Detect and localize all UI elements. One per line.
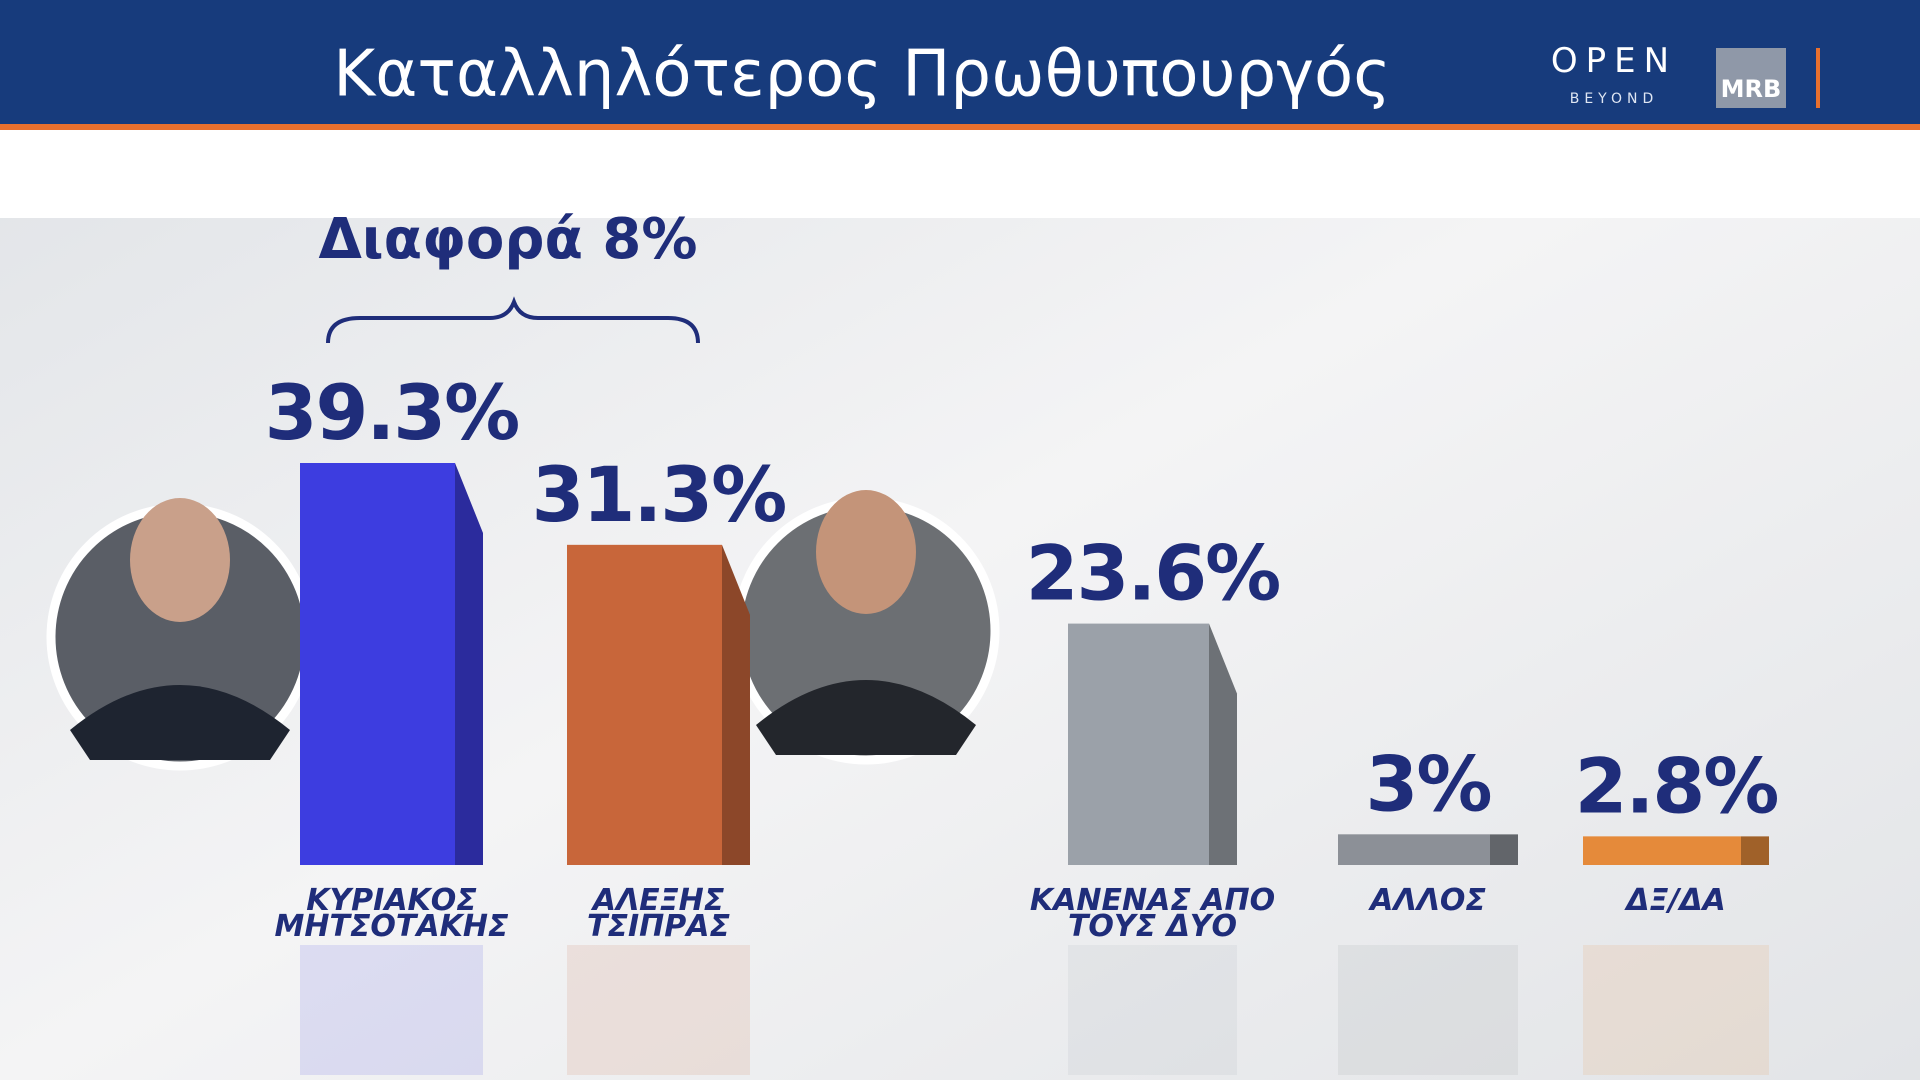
logo2-box — [1716, 48, 1786, 108]
bar-reflection — [567, 945, 750, 1075]
bar-side — [1209, 623, 1237, 865]
header-rule — [0, 124, 1920, 130]
white-band — [0, 130, 1920, 218]
logo-sub: BEYOND — [1570, 91, 1659, 107]
x-tick-label: ΔΞ/ΔΑ — [1624, 883, 1726, 918]
bar-reflection — [300, 945, 483, 1075]
logo2: MRB — [1721, 75, 1782, 103]
bar — [1338, 834, 1490, 865]
bar — [567, 544, 722, 865]
x-tick-label: ΚΑΝΕΝΑΣ ΑΠΟ ΤΟΥΣ ΔΥΟ — [1030, 883, 1275, 944]
value-label: 39.3% — [265, 368, 519, 457]
x-tick-label: ΚΥΡΙΑΚΟΣ ΜΗΤΣΟΤΑΚΗΣ — [275, 883, 509, 944]
bar-side — [1490, 834, 1518, 865]
header-bar — [0, 0, 1920, 127]
bar-side — [1741, 836, 1769, 865]
brace — [326, 296, 700, 344]
x-tick-label: ΑΛΛΟΣ — [1368, 883, 1486, 918]
bar — [1068, 623, 1209, 865]
chart-title: Καταλληλότερος Πρωθυπουργός — [333, 38, 1391, 112]
value-label: 2.8% — [1575, 741, 1778, 830]
value-label: 31.3% — [532, 450, 786, 539]
x-tick-label: ΑΛΕΞΗΣ ΤΣΙΠΡΑΣ — [587, 883, 730, 944]
bar-side — [455, 463, 483, 865]
bar-reflection — [1068, 945, 1237, 1075]
bar-reflection — [1338, 945, 1518, 1075]
bar-reflection — [1583, 945, 1769, 1075]
bar — [300, 463, 455, 865]
value-label: 23.6% — [1026, 529, 1280, 618]
bar — [1583, 836, 1741, 865]
logo: OPEN — [1551, 41, 1677, 81]
logo-rule — [1816, 48, 1820, 108]
bar-side — [722, 544, 750, 865]
value-label: 3% — [1365, 739, 1490, 828]
photo — [46, 498, 314, 771]
annotation: Διαφορά 8% — [318, 207, 697, 272]
